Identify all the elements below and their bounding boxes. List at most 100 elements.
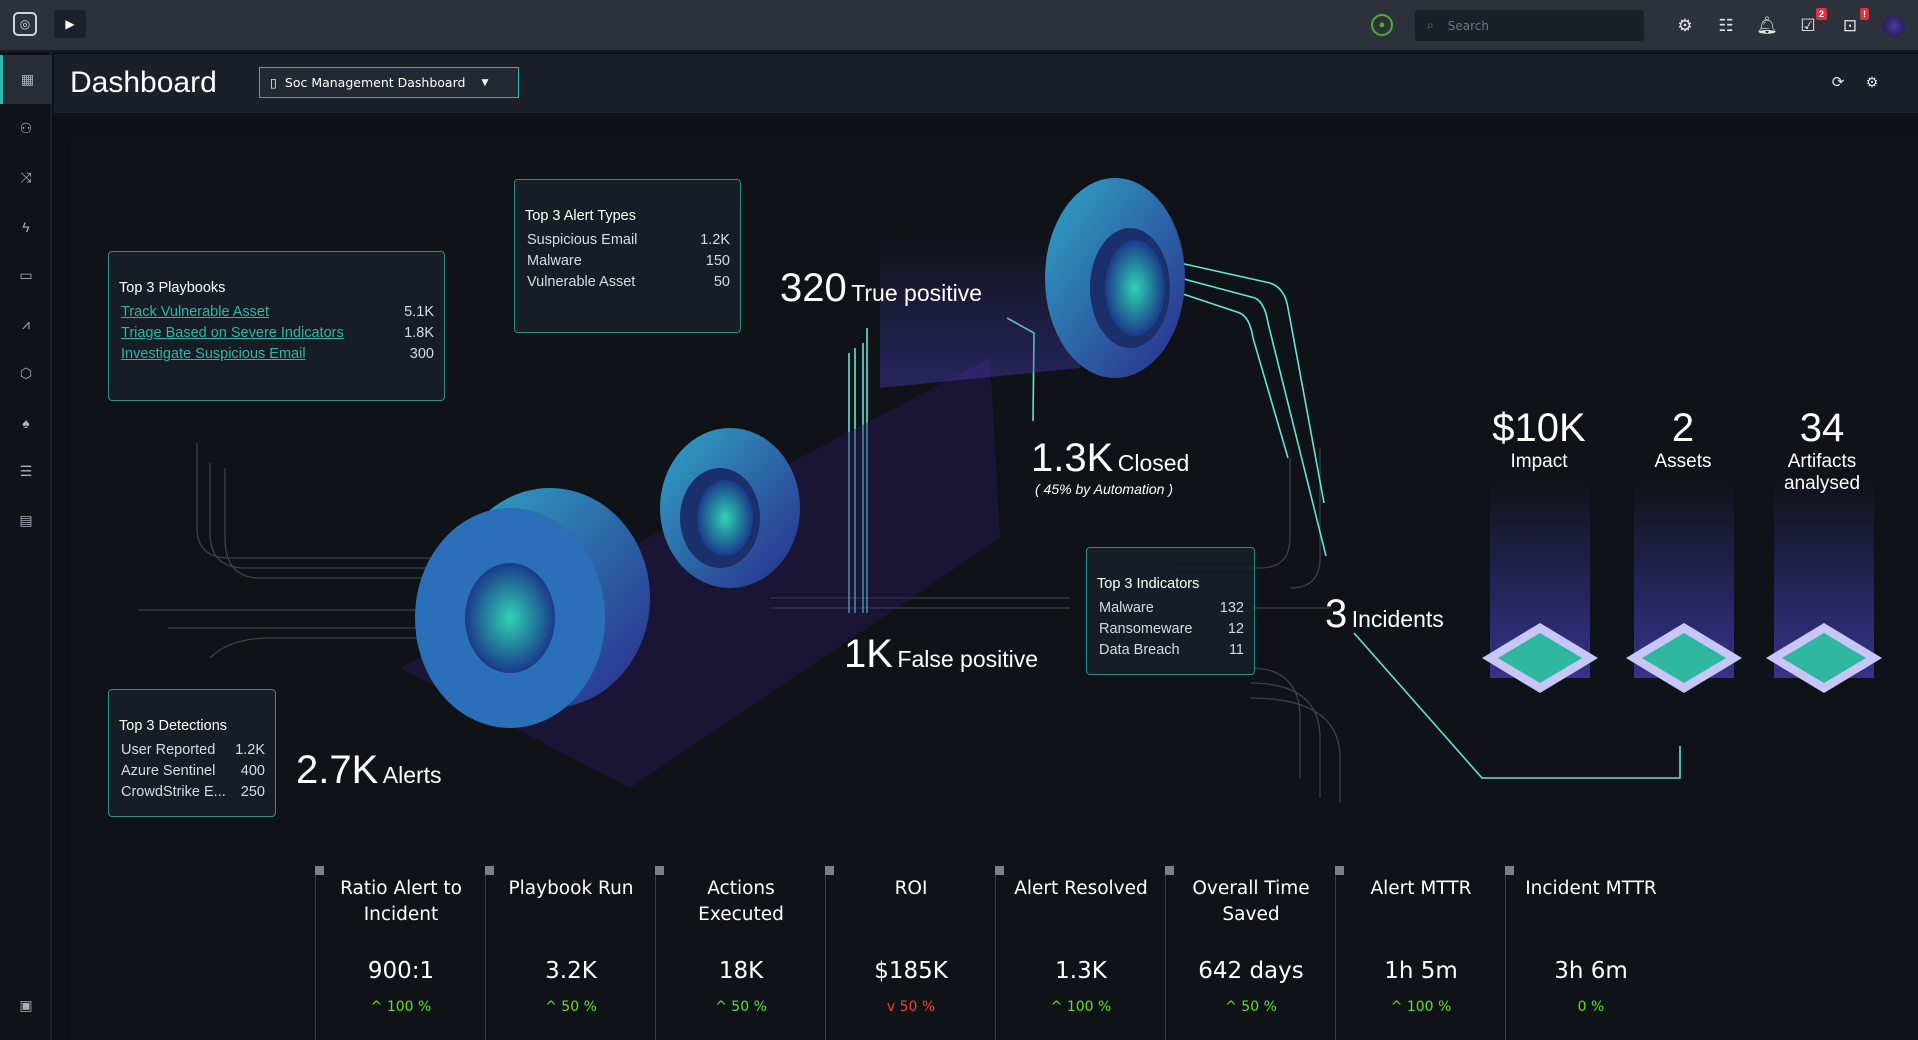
metric-card: Overall Time Saved 642 days ^ 50 %: [1165, 866, 1335, 1040]
item-value: 150: [705, 253, 730, 269]
kpi-label: Impact: [1510, 451, 1568, 472]
sidebar-item-incidents[interactable]: ⚇: [19, 120, 33, 136]
metric-value: 642 days: [1198, 958, 1304, 984]
item-name: Malware: [1099, 600, 1154, 616]
connection-status-icon[interactable]: ●: [1371, 14, 1393, 36]
item-value: 12: [1227, 621, 1244, 637]
metric-value: 3h 6m: [1554, 958, 1628, 984]
metric-card: Incident MTTR 3h 6m 0 %: [1505, 866, 1675, 1040]
sidebar-item-clipboard[interactable]: ▣: [19, 997, 33, 1013]
playbook-link[interactable]: Track Vulnerable Asset: [121, 304, 270, 320]
sidebar-item-dossier[interactable]: ▤: [19, 512, 33, 528]
dashboard-icon: ▯: [270, 75, 277, 90]
metric-change: 0 %: [1577, 999, 1605, 1015]
expand-sidebar-button[interactable]: ▶: [54, 10, 86, 38]
drag-handle[interactable]: [485, 866, 494, 875]
metric-title: Alert Resolved: [1014, 878, 1148, 899]
sidebar-item-analytics[interactable]: ⩘: [22, 316, 30, 332]
drag-handle[interactable]: [995, 866, 1004, 875]
kpi-value: 2: [1671, 406, 1695, 450]
metric-value: $185K: [874, 958, 948, 984]
item-name: Ransomeware: [1099, 621, 1193, 637]
metric-title: Alert MTTR: [1370, 878, 1472, 899]
list-item: CrowdStrike E... 250: [119, 782, 265, 803]
list-item: Ransomeware 12: [1097, 619, 1244, 640]
metric-title: Ratio Alert to Incident: [340, 878, 462, 925]
metric-change: ^ 100 %: [370, 999, 432, 1015]
impact-kpi: $10K Impact: [1479, 406, 1599, 473]
item-name: Data Breach: [1099, 642, 1180, 658]
drag-handle[interactable]: [1505, 866, 1514, 875]
metric-card: Ratio Alert to Incident 900:1 ^ 100 %: [315, 866, 485, 1040]
item-value: 50: [713, 274, 730, 290]
search-input[interactable]: ⌕ Search: [1415, 10, 1644, 41]
panel-title: Top 3 Alert Types: [525, 208, 636, 224]
metric-title: Incident MTTR: [1525, 878, 1657, 899]
sidebar-item-actions[interactable]: ϟ: [22, 218, 30, 235]
chevron-down-icon: ▼: [481, 77, 489, 88]
kpi-value: $10K: [1492, 406, 1586, 450]
item-value: 1.2K: [700, 232, 730, 248]
metric-value: 3.2K: [545, 958, 597, 984]
item-name: User Reported: [121, 742, 216, 758]
metric-card: Playbook Run 3.2K ^ 50 %: [485, 866, 655, 1040]
automation-note: ( 45% by Automation ): [1035, 481, 1173, 497]
tasks-icon[interactable]: ☑ 2: [1797, 8, 1827, 37]
app-logo-icon[interactable]: ◎: [13, 12, 37, 36]
metric-change: ^ 50 %: [545, 999, 597, 1015]
item-name: CrowdStrike E...: [121, 784, 226, 800]
list-item: Investigate Suspicious Email 300: [119, 344, 434, 365]
metric-value: 1.3K: [1055, 958, 1107, 984]
sidebar-item-assets[interactable]: ▭: [19, 267, 33, 283]
false-positive-stat: 1K False positive: [844, 632, 1038, 677]
playbook-link[interactable]: Triage Based on Severe Indicators: [121, 325, 344, 341]
alerts-tube: [415, 488, 650, 728]
item-value: 250: [240, 784, 265, 800]
true-positive-stat: 320 True positive: [780, 266, 982, 311]
sidebar-item-threat-intel[interactable]: ⬡: [19, 365, 33, 381]
sidebar-item-reports[interactable]: ☰: [19, 463, 33, 479]
stat-value: 2.7K: [296, 748, 379, 792]
refresh-icon[interactable]: ⟳: [1831, 74, 1845, 91]
bell-icon[interactable]: 🔔︎: [1756, 16, 1778, 35]
stat-value: 3: [1325, 592, 1348, 636]
panel-title: Top 3 Detections: [119, 718, 228, 734]
item-value: 400: [240, 763, 265, 779]
connector-lines: [848, 262, 1681, 779]
dashboard-settings-icon[interactable]: ⚙: [1865, 73, 1879, 90]
gear-icon[interactable]: ⚙: [1677, 16, 1693, 35]
item-value: 1.8K: [404, 325, 434, 341]
true-positive-ring: [1045, 178, 1185, 378]
top-detections-panel: Top 3 Detections User Reported 1.2K Azure…: [108, 689, 276, 817]
sidebar: ▦ ⚇ ⤨ ϟ ▭ ⩘ ⬡ ♠ ☰ ▤ ▣: [0, 52, 52, 1040]
item-value: 11: [1228, 642, 1244, 658]
drag-handle[interactable]: [825, 866, 834, 875]
stat-label: Incidents: [1351, 606, 1444, 632]
kpi-label: Assets: [1654, 451, 1712, 472]
metric-value: 900:1: [367, 958, 435, 984]
sidebar-item-playbooks[interactable]: ⤨: [20, 169, 32, 185]
sidebar-item-dashboard[interactable]: ▦: [0, 55, 52, 104]
list-item: Triage Based on Severe Indicators 1.8K: [119, 323, 434, 344]
hierarchy-icon[interactable]: ☷: [1718, 16, 1734, 35]
alerts-stat: 2.7K Alerts: [296, 748, 442, 793]
item-value: 132: [1219, 600, 1244, 616]
playbook-link[interactable]: Investigate Suspicious Email: [121, 346, 306, 362]
drag-handle[interactable]: [315, 866, 324, 875]
metric-value: 18K: [718, 958, 764, 984]
avatar[interactable]: [1883, 15, 1905, 37]
drag-handle[interactable]: [655, 866, 664, 875]
metric-change: ^ 50 %: [715, 999, 767, 1015]
page-title: Dashboard: [70, 66, 217, 99]
settings-badge: !: [1860, 8, 1869, 20]
sidebar-item-hunting[interactable]: ♠: [22, 414, 30, 431]
item-value: 300: [409, 346, 434, 362]
dashboard-select[interactable]: ▯ Soc Management Dashboard ▼: [259, 67, 519, 98]
item-name: Vulnerable Asset: [527, 274, 636, 290]
list-item: Vulnerable Asset 50: [525, 272, 730, 293]
system-settings-icon[interactable]: ⊡!: [1839, 8, 1869, 37]
drag-handle[interactable]: [1165, 866, 1174, 875]
metric-card: ROI $185K v 50 %: [825, 866, 995, 1040]
drag-handle[interactable]: [1335, 866, 1344, 875]
metric-title: Playbook Run: [508, 878, 634, 899]
